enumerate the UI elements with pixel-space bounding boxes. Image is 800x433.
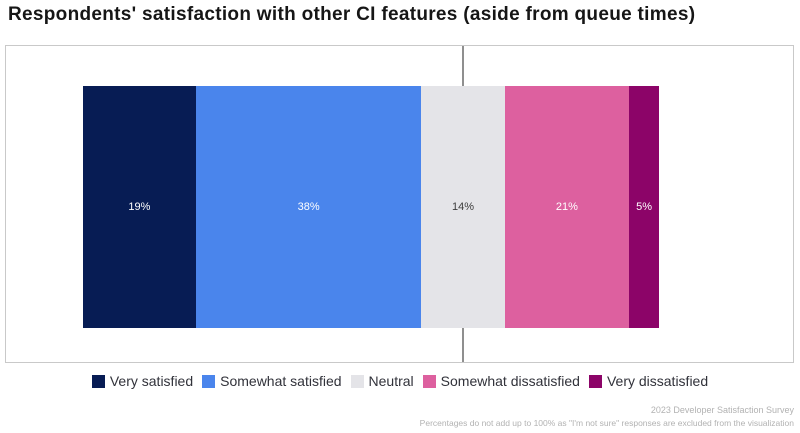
legend: Very satisfied Somewhat satisfied Neutral S… [0, 373, 800, 389]
legend-swatch-icon [350, 374, 364, 388]
bar-segment-value: 21% [555, 201, 578, 213]
bar-segment-value: 5% [636, 201, 653, 213]
bar-segment-somewhat-satisfied: 38% [195, 86, 422, 328]
bar-segment-neutral: 14% [421, 86, 505, 328]
legend-label: Somewhat satisfied [220, 373, 342, 389]
chart-area: 19% 38% 14% 21% 5% [5, 45, 794, 363]
legend-item-very-satisfied: Very satisfied [91, 373, 194, 389]
bar-segment-value: 19% [128, 201, 151, 213]
legend-item-somewhat-satisfied: Somewhat satisfied [202, 373, 342, 389]
legend-label: Somewhat dissatisfied [440, 373, 580, 389]
legend-item-neutral: Neutral [350, 373, 414, 389]
legend-swatch-icon [91, 374, 105, 388]
source-caption: 2023 Developer Satisfaction Survey [650, 405, 794, 415]
footnote: Percentages do not add up to 100% as "I'… [419, 418, 794, 428]
legend-label: Very dissatisfied [606, 373, 709, 389]
legend-swatch-icon [202, 374, 216, 388]
legend-item-very-dissatisfied: Very dissatisfied [588, 373, 709, 389]
legend-label: Very satisfied [109, 373, 194, 389]
bar-segment-value: 14% [452, 201, 475, 213]
legend-item-somewhat-dissatisfied: Somewhat dissatisfied [422, 373, 580, 389]
bar-segment-value: 38% [297, 201, 320, 213]
bar-segment-somewhat-dissatisfied: 21% [504, 86, 630, 328]
legend-swatch-icon [422, 374, 436, 388]
page-title: Respondents' satisfaction with other CI … [8, 4, 696, 25]
legend-swatch-icon [588, 374, 602, 388]
bar-segment-very-dissatisfied: 5% [629, 86, 659, 328]
footer: 2023 Developer Satisfaction Survey Perce… [420, 404, 794, 429]
stacked-bar: 19% 38% 14% 21% 5% [83, 86, 659, 328]
bar-segment-very-satisfied: 19% [83, 86, 196, 328]
legend-label: Neutral [368, 373, 414, 389]
